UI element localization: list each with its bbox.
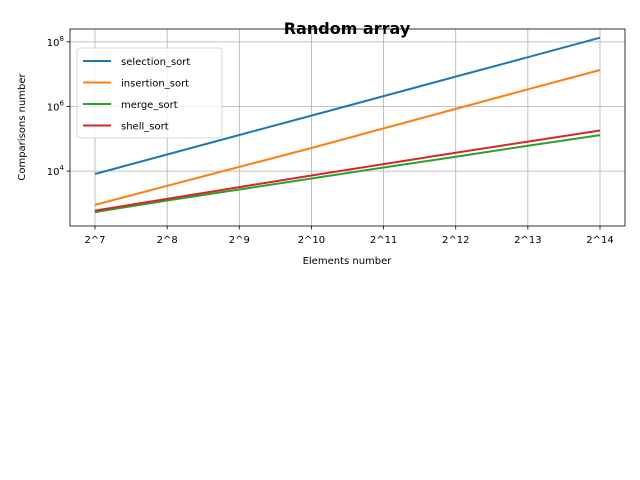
- y-ticks: 104 106 108: [47, 35, 70, 178]
- series-line-insertion-sort: [94, 69, 601, 206]
- x-axis-label: Elements number: [303, 256, 393, 267]
- x-ticks: 2^7 2^8 2^9 2^10 2^11 2^12 2^13 2^14: [84, 226, 614, 246]
- series-line-selection-sort: [94, 36, 601, 175]
- series-line-shell-sort: [94, 129, 601, 212]
- x-tick-label: 2^8: [157, 235, 178, 246]
- x-tick-label: 2^7: [84, 235, 105, 246]
- x-tick-label: 2^13: [514, 235, 541, 246]
- x-tick-label: 2^12: [442, 235, 469, 246]
- x-tick-label: 2^9: [229, 235, 250, 246]
- legend-label: insertion_sort: [121, 79, 189, 90]
- x-tick-label: 2^14: [586, 235, 613, 246]
- legend-label: shell_sort: [121, 122, 169, 133]
- legend: selection_sort insertion_sort merge_sortsh…: [76, 47, 223, 139]
- legend-label: selection_sort: [121, 57, 190, 68]
- series-line-merge-sort: [94, 134, 601, 214]
- legend-label: merge_sort: [121, 100, 178, 111]
- plot-area: [69, 28, 626, 227]
- y-tick-label: 104: [47, 164, 65, 178]
- legend-box: [76, 47, 223, 139]
- y-axis-label: Comparisons number: [17, 72, 28, 180]
- x-tick-label: 2^11: [370, 235, 397, 246]
- x-tick-label: 2^10: [298, 235, 325, 246]
- y-tick-label: 108: [47, 35, 64, 49]
- chart-title: Random array: [284, 19, 411, 38]
- series-lines: [94, 36, 601, 214]
- y-tick-label: 106: [47, 99, 65, 113]
